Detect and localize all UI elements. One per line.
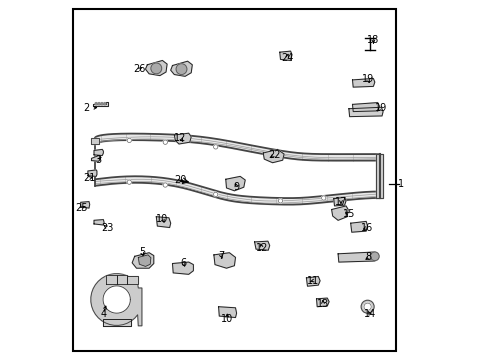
Polygon shape: [254, 241, 269, 250]
Text: 13: 13: [316, 299, 328, 309]
Text: 17: 17: [334, 197, 346, 207]
Polygon shape: [350, 221, 367, 232]
Circle shape: [103, 103, 106, 105]
Circle shape: [176, 64, 186, 75]
Text: 7: 7: [218, 251, 224, 261]
Polygon shape: [88, 170, 97, 176]
Polygon shape: [306, 276, 320, 286]
Polygon shape: [117, 275, 127, 284]
Text: 24: 24: [280, 53, 293, 63]
Text: 23: 23: [101, 222, 113, 233]
Polygon shape: [213, 253, 235, 268]
Text: 16: 16: [360, 222, 372, 233]
Polygon shape: [145, 60, 167, 76]
Polygon shape: [316, 298, 328, 307]
Text: 2: 2: [83, 103, 90, 113]
Polygon shape: [352, 78, 374, 87]
Text: 26: 26: [133, 64, 145, 74]
Polygon shape: [352, 103, 379, 112]
Polygon shape: [106, 275, 117, 284]
Polygon shape: [348, 107, 382, 117]
Polygon shape: [127, 276, 138, 284]
Text: 19: 19: [374, 103, 386, 113]
Circle shape: [95, 103, 97, 105]
Text: 5: 5: [139, 247, 145, 257]
Circle shape: [321, 196, 325, 200]
Text: 6: 6: [180, 258, 186, 268]
Polygon shape: [156, 217, 170, 228]
Circle shape: [278, 152, 282, 156]
Circle shape: [370, 252, 378, 261]
Polygon shape: [263, 149, 284, 163]
Text: 11: 11: [306, 276, 318, 286]
Circle shape: [163, 140, 167, 144]
Polygon shape: [218, 307, 236, 318]
Text: 25: 25: [75, 203, 88, 213]
Circle shape: [213, 145, 218, 149]
Text: 12: 12: [255, 243, 267, 253]
Text: 19: 19: [361, 74, 373, 84]
Text: 10: 10: [221, 314, 233, 324]
Polygon shape: [174, 133, 191, 144]
Polygon shape: [94, 220, 104, 225]
Text: 3: 3: [96, 155, 102, 165]
Circle shape: [127, 138, 131, 143]
Text: 18: 18: [366, 35, 379, 45]
Text: 15: 15: [342, 209, 354, 219]
Text: 1: 1: [397, 179, 404, 189]
Text: 20: 20: [174, 175, 186, 185]
Circle shape: [98, 103, 100, 105]
Polygon shape: [103, 286, 130, 313]
Text: 22: 22: [267, 150, 280, 160]
Circle shape: [213, 192, 218, 197]
Circle shape: [361, 300, 373, 313]
Polygon shape: [225, 176, 244, 191]
Text: 9: 9: [233, 182, 239, 192]
Polygon shape: [93, 102, 107, 106]
Polygon shape: [91, 138, 99, 144]
Polygon shape: [331, 206, 347, 220]
Polygon shape: [279, 51, 291, 60]
Text: 10: 10: [156, 214, 168, 224]
Polygon shape: [138, 255, 151, 266]
Circle shape: [163, 183, 167, 187]
Text: 4: 4: [100, 309, 106, 319]
Circle shape: [363, 303, 370, 310]
Polygon shape: [91, 274, 142, 326]
Circle shape: [101, 103, 103, 105]
Polygon shape: [94, 149, 103, 156]
Polygon shape: [333, 197, 346, 206]
Circle shape: [127, 180, 131, 184]
Polygon shape: [172, 262, 193, 274]
Text: 21: 21: [82, 173, 95, 183]
Text: 8: 8: [365, 252, 371, 262]
Polygon shape: [170, 61, 192, 76]
Text: 12: 12: [174, 132, 186, 143]
Polygon shape: [91, 156, 100, 161]
Text: 14: 14: [363, 309, 375, 319]
Polygon shape: [81, 202, 89, 208]
Circle shape: [278, 199, 282, 203]
Polygon shape: [103, 319, 131, 326]
Polygon shape: [132, 253, 153, 268]
Circle shape: [151, 63, 162, 74]
Polygon shape: [375, 154, 382, 198]
Polygon shape: [337, 252, 375, 262]
Bar: [73, 9, 395, 351]
